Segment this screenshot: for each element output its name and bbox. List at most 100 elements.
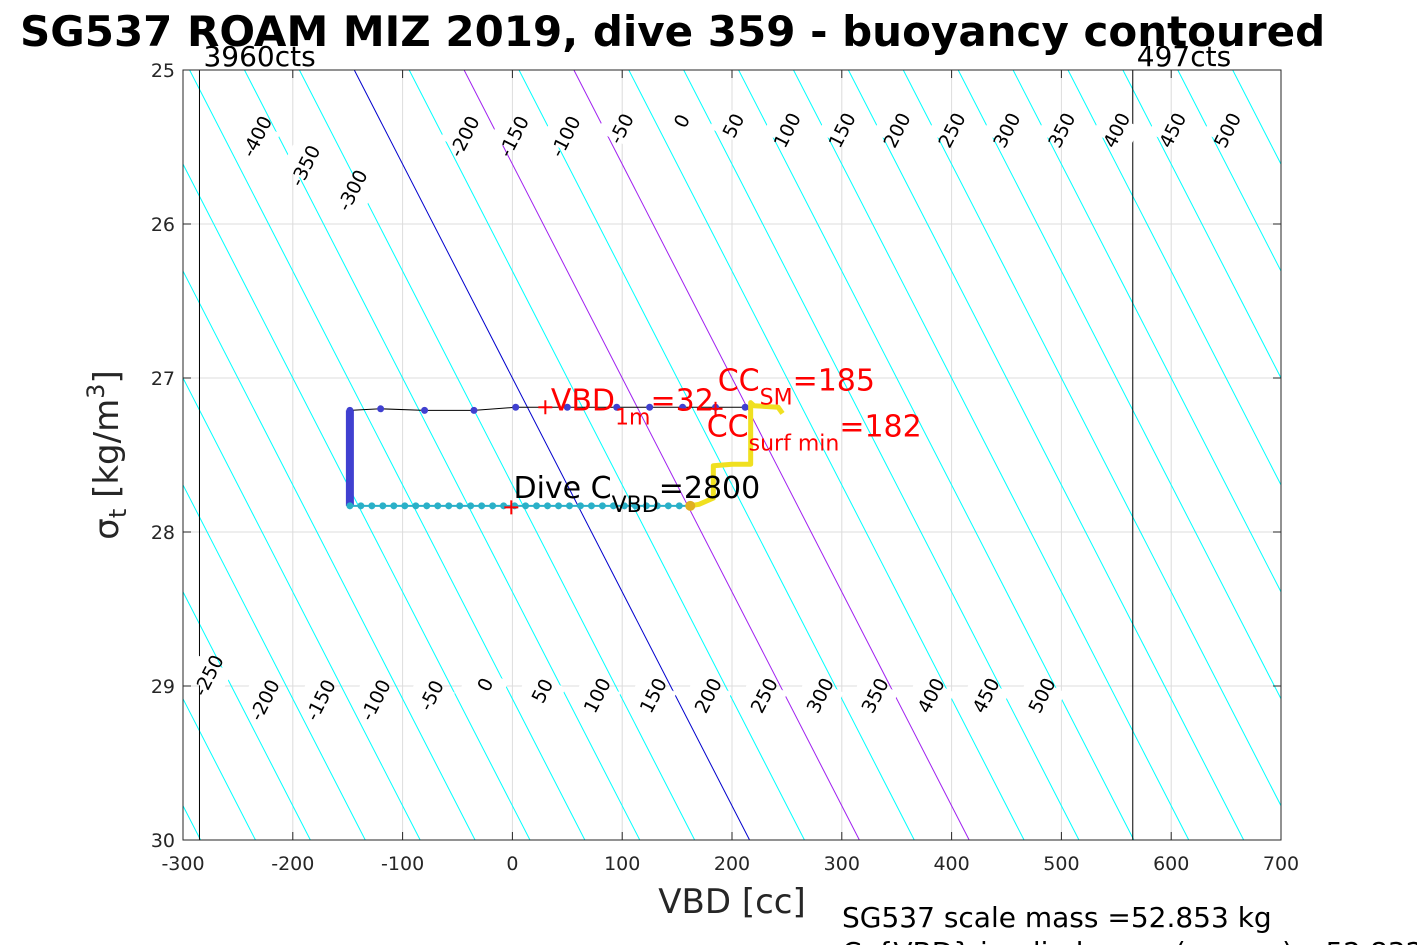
dive-point (544, 502, 552, 510)
count-lines: 3960cts 497cts (198, 40, 1231, 840)
contour-line (793, 70, 1190, 840)
dive-point (653, 502, 661, 510)
climb-point (613, 403, 621, 411)
contour-line (183, 269, 476, 840)
contour-label-bg (907, 674, 955, 716)
dive-point (346, 502, 354, 510)
x-tick-label: -100 (381, 853, 424, 875)
y-tick-label: 25 (151, 60, 175, 82)
contour-label-bg (657, 100, 706, 142)
contour-label-bg (518, 669, 566, 712)
contour-label-bg (184, 654, 232, 696)
dive-point (555, 502, 563, 510)
x-tick-label: 200 (714, 853, 750, 875)
dive-point (533, 502, 541, 510)
contour-label-bg (296, 679, 344, 721)
contour-line (573, 70, 970, 840)
x-tick-label: 500 (1043, 853, 1079, 875)
contour-line (353, 70, 751, 840)
contour-label-bg (961, 674, 1010, 716)
dive-point (587, 502, 595, 510)
y-tick-label: 29 (151, 676, 175, 698)
contour-label-bg (240, 679, 288, 721)
contour-label-bg (281, 144, 329, 187)
contour-label-bg (440, 115, 488, 157)
contour-label-bg (927, 109, 976, 151)
contour-line (847, 70, 1245, 840)
footer-scale-mass: SG537 scale mass =52.853 kg (842, 901, 1272, 934)
climb-point (421, 406, 429, 414)
climb-point (512, 403, 520, 411)
x-tick-label: -200 (271, 853, 314, 875)
contour-line (183, 376, 421, 840)
dive-point (522, 502, 530, 510)
contour-line (463, 70, 860, 840)
contour-line (183, 163, 531, 840)
y-label-sub: t (104, 509, 132, 518)
annotation: CCsurf min=182 (707, 410, 922, 457)
contour-label-bg (541, 115, 589, 157)
contour-label-bg (763, 109, 811, 151)
dive-point (675, 502, 683, 510)
contour-line (0, 70, 91, 840)
y-label-sup: 3 (82, 384, 110, 399)
buoyancy-contours (0, 70, 1281, 840)
contour-label-bg (573, 674, 621, 716)
annotation: CCSM=185 (718, 363, 875, 410)
contour-label-bg (489, 115, 538, 157)
footer-implied-mass: C_{VBD} implied mass (approx) =52.832 kg (842, 936, 1417, 945)
contour-line (1122, 70, 1281, 380)
contour-label-bg (1203, 109, 1251, 151)
contour-label-bg (328, 169, 376, 211)
contour-line (1012, 70, 1281, 593)
climb-point (679, 403, 687, 411)
contour-label-bg (709, 104, 757, 147)
contour-label-bg (629, 674, 677, 716)
x-tick-label: -300 (161, 853, 204, 875)
contour-label-bg (1148, 109, 1197, 151)
dive-point (642, 502, 650, 510)
dive-point (478, 502, 486, 510)
dive-point (576, 502, 584, 510)
dive-point (456, 502, 464, 510)
y-tick-label: 26 (151, 214, 175, 236)
axis-ticks: -300 -200 -100 0 100 200 300 400 500 600 700 25 26 27… (151, 60, 1299, 875)
contour-label-bg (818, 109, 866, 151)
contour-label-bg (1017, 674, 1066, 716)
contour-line (183, 697, 256, 840)
contour-label-bg (684, 674, 732, 716)
annotation: VBD1m=32 (551, 383, 714, 430)
contour-label-bg (872, 109, 921, 151)
surface-point (685, 500, 696, 511)
y-label-main: σ (87, 518, 127, 540)
contour-line (0, 70, 36, 840)
x-axis-label: VBD [cc] (658, 882, 806, 922)
contour-line (518, 70, 915, 840)
climb-point (346, 406, 354, 414)
contour-line (183, 483, 366, 840)
x-tick-label: 0 (506, 853, 518, 875)
contour-label-bg (1037, 109, 1086, 151)
y-tick-label: 27 (151, 368, 175, 390)
y-axis-label: σt [kg/m3] (82, 370, 132, 539)
dive-point (609, 502, 617, 510)
dive-point (620, 502, 628, 510)
contour-line (1232, 70, 1281, 166)
annotation: Dive CVBD=2800 (513, 471, 760, 518)
climb-point (563, 403, 571, 411)
contour-line (1177, 70, 1281, 273)
contour-line (957, 70, 1281, 700)
contour-label-bg (597, 107, 645, 150)
contour-label-bg (232, 115, 281, 157)
contour-label-bg (1092, 109, 1141, 151)
dive-point (390, 502, 398, 510)
dive-point (423, 502, 431, 510)
contour-labels: -400-350-300-200 -150 -100 -50 0 50 100 150 200 2… (184, 100, 1251, 725)
dive-point (401, 502, 409, 510)
contour-label-bg (740, 674, 788, 716)
dive-point (598, 502, 606, 510)
dive-point (434, 502, 442, 510)
dive-point (412, 502, 420, 510)
